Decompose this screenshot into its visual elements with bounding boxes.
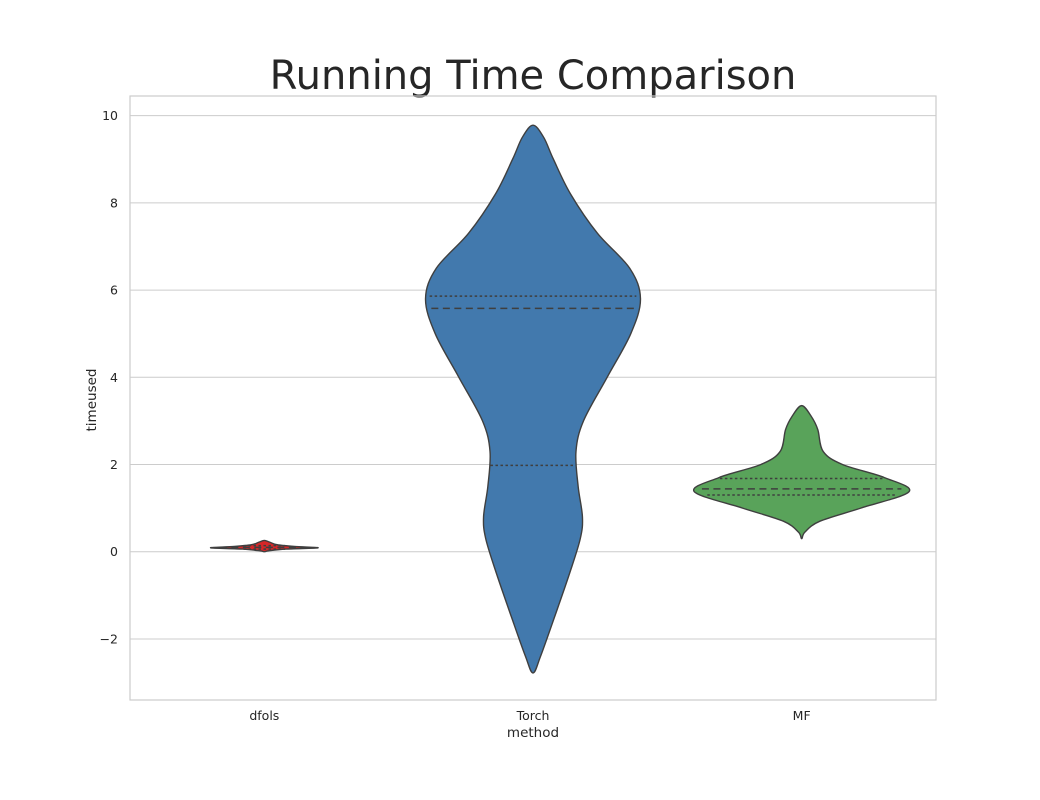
x-tick-label: MF — [793, 708, 811, 723]
y-tick-label: 4 — [110, 370, 118, 385]
x-tick-label: Torch — [516, 708, 550, 723]
x-tick-label: dfols — [249, 708, 279, 723]
y-tick-label: 10 — [102, 108, 118, 123]
violins — [209, 124, 911, 674]
y-tick-labels: −2 0 2 4 6 8 10 — [100, 108, 118, 646]
x-tick-labels: dfols Torch MF — [249, 708, 810, 723]
chart-title: Running Time Comparison — [270, 53, 797, 99]
violin-mf — [692, 404, 911, 540]
y-tick-label: 2 — [110, 457, 118, 472]
plot-frame — [129, 95, 937, 701]
y-tick-label: 6 — [110, 283, 118, 298]
y-axis-label: timeused — [84, 369, 100, 432]
quartile-lines — [219, 295, 902, 550]
x-axis-label: method — [507, 725, 559, 741]
y-tick-label: 0 — [110, 544, 118, 559]
violin-torch — [424, 124, 642, 674]
y-tick-label: −2 — [100, 631, 118, 646]
y-tick-label: 8 — [110, 195, 118, 210]
